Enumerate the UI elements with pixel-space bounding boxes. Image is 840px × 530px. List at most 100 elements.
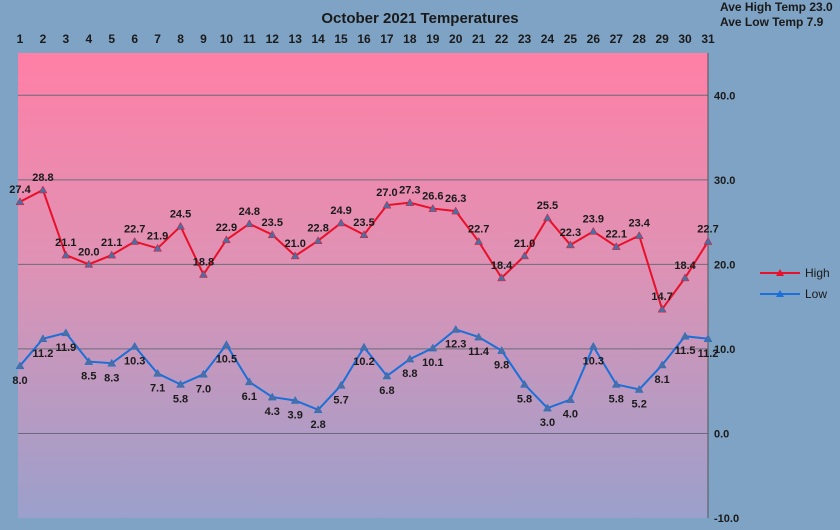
chart-title: October 2021 Temperatures xyxy=(321,10,518,27)
x-tick-label: 19 xyxy=(426,32,440,46)
data-label-low: 5.8 xyxy=(517,393,532,405)
data-label-high: 25.5 xyxy=(537,200,558,212)
x-tick-label: 27 xyxy=(610,32,624,46)
data-point-low xyxy=(153,368,163,377)
data-point-low xyxy=(428,343,438,352)
data-label-high: 27.0 xyxy=(376,187,397,199)
data-label-high: 27.4 xyxy=(9,184,31,196)
x-tick-label: 12 xyxy=(266,32,280,46)
data-point-low xyxy=(497,346,507,354)
data-label-high: 21.9 xyxy=(147,230,168,242)
x-tick-label: 2 xyxy=(40,32,47,46)
y-tick-label: 40.0 xyxy=(714,90,735,102)
legend-high-label: High xyxy=(805,266,830,280)
data-label-high: 21.1 xyxy=(101,237,122,249)
data-point-low xyxy=(84,357,94,365)
data-point-high xyxy=(382,200,392,209)
data-label-low: 8.3 xyxy=(104,372,119,384)
series-group xyxy=(15,185,713,414)
data-label-high: 22.3 xyxy=(560,227,581,239)
data-point-high xyxy=(130,237,140,245)
data-point-high xyxy=(290,251,300,260)
x-tick-label: 23 xyxy=(518,32,532,46)
x-tick-label: 15 xyxy=(334,32,348,46)
data-label-high: 18.4 xyxy=(674,260,696,272)
data-label-low: 11.5 xyxy=(675,345,696,357)
data-label-high: 18.8 xyxy=(193,257,214,269)
data-point-high xyxy=(84,259,94,268)
x-tick-label: 8 xyxy=(177,32,184,46)
data-label-low: 7.1 xyxy=(150,382,165,394)
y-tick-label: 10.0 xyxy=(714,344,735,356)
legend-high: High xyxy=(760,266,830,280)
data-label-low: 8.5 xyxy=(81,371,96,383)
data-point-high xyxy=(543,213,552,222)
data-label-low: 8.8 xyxy=(402,368,417,380)
data-point-high xyxy=(634,231,644,239)
y-tick-label: 0.0 xyxy=(714,428,729,440)
data-point-low xyxy=(244,377,254,386)
x-tick-label: 16 xyxy=(357,32,371,46)
plot-area xyxy=(18,53,708,518)
data-point-high xyxy=(497,273,507,282)
data-label-high: 21.0 xyxy=(284,238,305,250)
data-point-low xyxy=(38,334,48,343)
x-tick-label: 31 xyxy=(701,32,715,46)
data-label-low: 3.0 xyxy=(540,417,555,429)
data-label-high: 26.3 xyxy=(445,193,466,205)
x-tick-label: 4 xyxy=(85,32,92,46)
data-label-low: 10.5 xyxy=(216,354,237,366)
data-point-low xyxy=(199,369,208,378)
data-point-high xyxy=(657,304,667,313)
data-point-high xyxy=(153,243,163,252)
data-label-high: 27.3 xyxy=(399,185,420,197)
x-tick-label: 25 xyxy=(564,32,578,46)
data-point-high xyxy=(38,185,48,194)
legend-high-marker xyxy=(776,269,784,276)
data-point-low xyxy=(451,324,461,333)
data-label-low: 7.0 xyxy=(196,383,211,395)
x-tick-label: 3 xyxy=(63,32,70,46)
data-point-low xyxy=(703,334,713,343)
ave-low-stat: Ave Low Temp 7.9 xyxy=(720,15,824,29)
data-label-low: 5.8 xyxy=(173,393,188,405)
data-label-high: 22.7 xyxy=(124,224,145,236)
data-point-high xyxy=(680,273,690,282)
data-label-low: 10.3 xyxy=(583,355,604,367)
ave-high-stat: Ave High Temp 23.0 xyxy=(720,0,833,14)
data-label-high: 22.8 xyxy=(307,223,328,235)
data-label-low: 5.7 xyxy=(333,394,348,406)
data-label-high: 28.8 xyxy=(32,172,53,184)
data-label-high: 21.1 xyxy=(55,237,76,249)
data-point-high xyxy=(176,221,185,230)
data-point-low xyxy=(680,331,690,340)
data-point-low xyxy=(61,328,71,337)
data-label-high: 22.7 xyxy=(468,224,489,236)
data-label-high: 22.1 xyxy=(606,229,627,241)
x-tick-label: 20 xyxy=(449,32,463,46)
data-label-high: 21.0 xyxy=(514,238,535,250)
x-tick-label: 30 xyxy=(678,32,692,46)
legend-low: Low xyxy=(760,287,827,301)
data-point-high xyxy=(313,236,323,244)
data-point-high xyxy=(451,206,461,215)
x-tick-label: 1 xyxy=(17,32,24,46)
data-label-low: 2.8 xyxy=(310,419,325,431)
data-point-high xyxy=(61,250,71,259)
x-tick-label: 28 xyxy=(633,32,647,46)
data-label-high: 23.5 xyxy=(353,217,374,229)
data-label-low: 4.3 xyxy=(265,406,280,418)
data-label-low: 3.9 xyxy=(288,409,303,421)
x-axis: 1 2 3 4 5 6 7 8 9 10 11 12 13 14 15 16 17 18 19 20 21 22 23 24 2… xyxy=(17,32,715,46)
x-tick-label: 10 xyxy=(220,32,234,46)
data-label-low: 5.2 xyxy=(632,398,647,410)
x-tick-label: 13 xyxy=(289,32,303,46)
data-point-high xyxy=(428,204,438,212)
data-label-low: 11.2 xyxy=(33,348,54,360)
data-point-high xyxy=(588,226,598,235)
x-tick-label: 21 xyxy=(472,32,486,46)
x-tick-label: 18 xyxy=(403,32,417,46)
data-point-low xyxy=(313,405,323,414)
data-label-high: 23.4 xyxy=(628,218,650,230)
